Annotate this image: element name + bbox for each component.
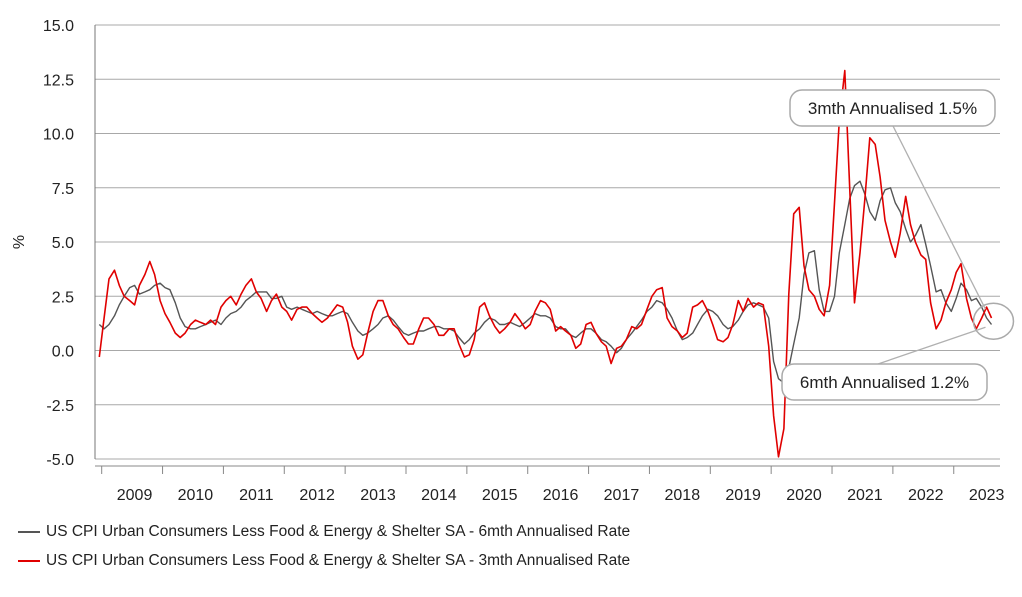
x-tick-label: 2020: [786, 487, 822, 504]
annotation-box: [789, 89, 996, 127]
x-tick-label: 2018: [665, 487, 701, 504]
x-tick-label: 2011: [239, 487, 274, 504]
y-tick-label: 15.0: [43, 18, 74, 35]
annotation-leader: [892, 125, 987, 310]
annotation-label: 3mth Annualised 1.5%: [808, 99, 977, 118]
annotation-circle: [972, 302, 1015, 340]
x-tick-label: 2019: [725, 487, 761, 504]
x-tick-label: 2010: [178, 487, 214, 504]
x-axis: 2009 2010 2011 2012 2013 2014 2015 2016 2017 2018…: [95, 465, 1005, 504]
legend-swatch-6mth: [18, 530, 40, 533]
series-lines: [98, 69, 993, 458]
x-tick-label: 2022: [908, 487, 944, 504]
x-tick-label: 2021: [847, 487, 883, 504]
annotations: 3mth Annualised 1.5% 6mth Annualised 1.2%: [781, 89, 1015, 401]
y-tick-label: 10.0: [43, 127, 74, 144]
series-line-3mth: [98, 69, 993, 458]
y-axis-ticks: 15.0 12.5 10.0 7.5 5.0 2.5 0.0 -2.5 -5.0: [43, 18, 74, 469]
legend-label-3mth: US CPI Urban Consumers Less Food & Energ…: [46, 552, 631, 569]
y-tick-label: -5.0: [46, 452, 74, 469]
y-tick-label: 7.5: [52, 181, 74, 198]
annotation-box: [781, 363, 988, 401]
legend-label-6mth: US CPI Urban Consumers Less Food & Energ…: [46, 523, 631, 540]
x-tick-label: 2016: [543, 487, 579, 504]
y-axis-label: %: [11, 235, 28, 249]
x-tick-label: 2012: [299, 487, 335, 504]
x-tick-label: 2017: [604, 487, 640, 504]
annotation-leader: [877, 326, 986, 365]
x-tick-label: 2023: [969, 487, 1005, 504]
y-tick-label: -2.5: [46, 398, 74, 415]
legend-item-3mth: US CPI Urban Consumers Less Food & Energ…: [18, 552, 630, 570]
x-tick-label: 2013: [360, 487, 396, 504]
y-tick-label: 12.5: [43, 72, 74, 89]
legend-item-6mth: US CPI Urban Consumers Less Food & Energ…: [18, 523, 630, 541]
y-tick-label: 5.0: [52, 235, 74, 252]
y-tick-label: 2.5: [52, 289, 74, 306]
annotation-label: 6mth Annualised 1.2%: [800, 373, 969, 392]
x-tick-label: 2014: [421, 487, 457, 504]
grid-lines: [94, 24, 1000, 460]
x-tick-label: 2009: [117, 487, 153, 504]
legend-swatch-3mth: [18, 559, 40, 562]
x-tick-label: 2015: [482, 487, 518, 504]
y-tick-label: 0.0: [52, 344, 74, 361]
series-line-6mth: [98, 180, 993, 384]
